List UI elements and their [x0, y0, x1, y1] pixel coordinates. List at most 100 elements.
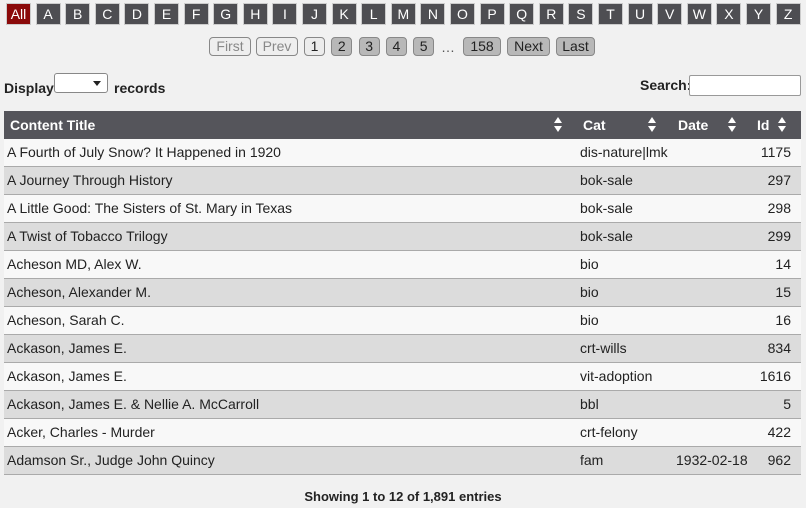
column-header[interactable]: Content Title: [10, 117, 96, 133]
page-button[interactable]: First: [209, 37, 251, 56]
cat-cell: crt-felony: [580, 424, 638, 440]
id-cell: 14: [775, 256, 791, 272]
page-ellipsis: …: [441, 39, 455, 55]
cat-cell: bio: [580, 256, 599, 272]
table-row: [4, 139, 801, 167]
letter-filter[interactable]: S: [568, 3, 594, 25]
letter-filter[interactable]: D: [124, 3, 150, 25]
records-label: records: [114, 80, 166, 96]
sort-up: [648, 117, 656, 123]
letter-filter[interactable]: W: [686, 3, 712, 25]
letter-filter[interactable]: N: [420, 3, 446, 25]
page-button[interactable]: Last: [556, 37, 595, 56]
letter-filter[interactable]: O: [450, 3, 475, 25]
sort-down: [728, 126, 736, 132]
cat-cell: bbl: [580, 396, 599, 412]
cat-cell: bok-sale: [580, 200, 633, 216]
letter-filter[interactable]: U: [627, 3, 653, 25]
letter-filter[interactable]: B: [65, 3, 91, 25]
records-select[interactable]: [54, 73, 108, 93]
table-row: [4, 363, 801, 391]
letter-filter[interactable]: I: [272, 3, 298, 25]
title-cell[interactable]: Acheson, Alexander M.: [7, 284, 151, 300]
id-cell: 5: [783, 396, 791, 412]
table-row: [4, 419, 801, 447]
sort-up: [728, 117, 736, 123]
cat-cell: crt-wills: [580, 340, 627, 356]
id-cell: 834: [767, 340, 791, 356]
title-cell[interactable]: Acker, Charles - Murder: [7, 424, 155, 440]
letter-filter[interactable]: M: [390, 3, 416, 25]
sort-up: [554, 117, 562, 123]
letter-filter[interactable]: Y: [746, 3, 771, 25]
letter-filter[interactable]: L: [361, 3, 387, 25]
sort-down: [778, 126, 786, 132]
id-cell: 299: [767, 228, 791, 244]
page-button[interactable]: 158: [463, 37, 501, 56]
title-cell[interactable]: Adamson Sr., Judge John Quincy: [7, 452, 215, 468]
letter-filter[interactable]: V: [657, 3, 683, 25]
cat-cell: dis-nature|lmk: [580, 144, 668, 160]
table-row: [4, 279, 801, 307]
letter-filter[interactable]: A: [35, 3, 61, 25]
letter-filter[interactable]: X: [716, 3, 742, 25]
sort-up: [778, 117, 786, 123]
id-cell: 962: [767, 452, 791, 468]
table-row: [4, 167, 801, 195]
cat-cell: fam: [580, 452, 604, 468]
id-cell: 15: [775, 284, 791, 300]
column-header[interactable]: Date: [678, 117, 709, 133]
letter-filter[interactable]: Z: [775, 3, 801, 25]
letter-filter[interactable]: Q: [509, 3, 535, 25]
letter-filter[interactable]: T: [598, 3, 623, 25]
letter-filter[interactable]: R: [538, 3, 564, 25]
title-cell[interactable]: Ackason, James E.: [7, 368, 127, 384]
display-label: Display: [4, 80, 54, 96]
page-button[interactable]: 5: [413, 37, 435, 56]
letter-filter[interactable]: C: [94, 3, 120, 25]
letter-filter[interactable]: E: [154, 3, 179, 25]
letter-filter[interactable]: P: [479, 3, 505, 25]
page-button[interactable]: 3: [358, 37, 380, 56]
id-cell: 422: [767, 424, 791, 440]
column-header[interactable]: Id: [757, 117, 770, 133]
select-arrow: [93, 81, 101, 86]
letter-filter[interactable]: H: [242, 3, 268, 25]
letter-filter[interactable]: J: [302, 3, 327, 25]
table-info: Showing 1 to 12 of 1,891 entries: [304, 489, 502, 504]
letter-filter[interactable]: All: [6, 3, 31, 25]
title-cell[interactable]: A Journey Through History: [7, 172, 173, 188]
table-row: [4, 195, 801, 223]
id-cell: 297: [767, 172, 791, 188]
table-row: [4, 447, 801, 475]
title-cell[interactable]: A Little Good: The Sisters of St. Mary i…: [7, 200, 293, 216]
title-cell[interactable]: A Fourth of July Snow? It Happened in 19…: [7, 144, 281, 160]
table-header: [4, 111, 801, 139]
title-cell[interactable]: Ackason, James E.: [7, 340, 127, 356]
id-cell: 298: [767, 200, 791, 216]
page-button[interactable]: Next: [507, 37, 550, 56]
letter-filter[interactable]: F: [183, 3, 209, 25]
title-cell[interactable]: Ackason, James E. & Nellie A. McCarroll: [7, 396, 260, 412]
search-input[interactable]: [689, 75, 801, 96]
letter-filter[interactable]: G: [213, 3, 239, 25]
table-row: [4, 391, 801, 419]
search-label: Search:: [640, 77, 692, 93]
table-row: [4, 307, 801, 335]
cat-cell: vit-adoption: [580, 368, 653, 384]
page-button[interactable]: Prev: [256, 37, 298, 56]
cat-cell: bio: [580, 312, 599, 328]
id-cell: 1175: [760, 144, 791, 160]
id-cell: 16: [775, 312, 791, 328]
page-button[interactable]: 4: [385, 37, 407, 56]
page-button[interactable]: 1: [304, 37, 325, 56]
title-cell[interactable]: Acheson, Sarah C.: [7, 312, 125, 328]
sort-down: [554, 126, 562, 132]
column-header[interactable]: Cat: [583, 117, 606, 133]
title-cell[interactable]: A Twist of Tobacco Trilogy: [7, 228, 168, 244]
letter-filter[interactable]: K: [331, 3, 357, 25]
table-row: [4, 223, 801, 251]
cat-cell: bio: [580, 284, 599, 300]
title-cell[interactable]: Acheson MD, Alex W.: [7, 256, 142, 272]
page-button[interactable]: 2: [331, 37, 353, 56]
